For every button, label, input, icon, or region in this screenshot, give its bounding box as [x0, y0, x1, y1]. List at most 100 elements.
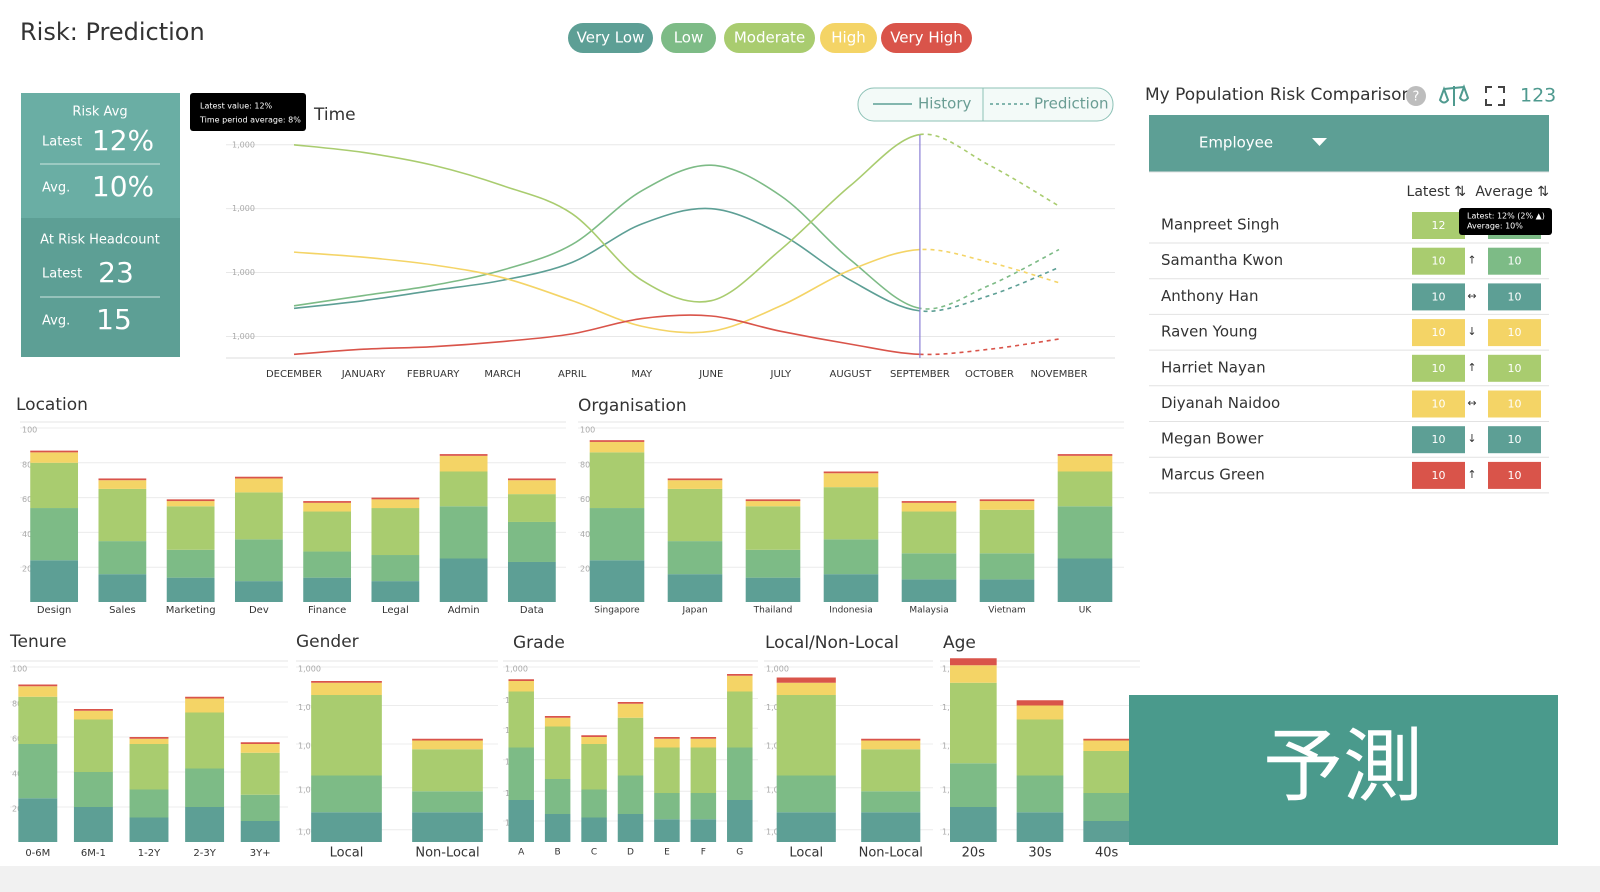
bar-segment — [73, 807, 113, 842]
risk-pill[interactable] — [724, 23, 815, 53]
bar-segment — [901, 579, 957, 602]
expand-icon[interactable] — [1485, 86, 1505, 106]
trend-arrow: ↓ — [1467, 432, 1476, 445]
bar-segment — [371, 508, 420, 556]
bar-segment — [1083, 740, 1130, 751]
x-tick-label: 40s — [1095, 846, 1119, 861]
chart-title: Age — [943, 633, 976, 653]
latest-cell[interactable] — [1412, 283, 1465, 311]
bar-segment — [654, 737, 680, 739]
bar-segment — [303, 577, 352, 602]
dropdown[interactable] — [1149, 115, 1549, 172]
kpi-label: At Risk Headcount — [40, 233, 160, 248]
bar-segment — [185, 712, 225, 769]
average-cell[interactable] — [1488, 426, 1541, 454]
chart-title: Organisation — [578, 396, 687, 416]
count-toggle[interactable]: 123 — [1520, 85, 1556, 107]
bar-segment — [507, 480, 556, 495]
risk-pill[interactable] — [881, 23, 972, 53]
bar-segment — [303, 501, 352, 503]
bar-segment — [166, 549, 215, 578]
bar-segment — [544, 716, 571, 718]
bar-segment — [30, 462, 79, 509]
bar-segment — [98, 541, 147, 575]
bar-segment — [311, 775, 382, 813]
bar-segment — [745, 506, 801, 550]
bar-segment — [861, 749, 921, 792]
x-tick-label: FEBRUARY — [407, 369, 460, 380]
bar-segment — [185, 768, 225, 807]
bar-segment — [727, 747, 753, 800]
bar-segment — [1083, 738, 1130, 741]
average-cell[interactable] — [1488, 461, 1541, 489]
x-tick-label: 6M-1 — [81, 848, 106, 859]
kpi-label: Risk Avg — [72, 105, 127, 120]
compare-icon[interactable] — [1438, 84, 1470, 106]
y-tick-label: 80 — [12, 700, 22, 709]
average-cell[interactable] — [1488, 390, 1541, 418]
bar-segment — [901, 511, 957, 554]
bar-segment — [185, 696, 225, 699]
latest-value: 10 — [1432, 255, 1446, 268]
column-header[interactable]: Latest ⇅ — [1407, 184, 1466, 200]
bar-segment — [979, 499, 1035, 502]
bar-segment — [240, 821, 280, 842]
bar-segment — [581, 817, 607, 842]
bar-segment — [617, 703, 644, 718]
kpi-value: 23 — [98, 256, 134, 289]
bar-segment — [589, 560, 645, 602]
bar-segment — [311, 681, 382, 683]
latest-cell[interactable] — [1412, 247, 1465, 275]
latest-cell[interactable] — [1412, 212, 1465, 239]
bar-segment — [1083, 793, 1130, 821]
bar-segment — [371, 555, 420, 582]
bar-segment — [690, 747, 717, 793]
history-line — [293, 248, 920, 334]
line-legend[interactable] — [857, 87, 1114, 122]
history-line — [293, 164, 920, 310]
x-tick-label: Sales — [109, 605, 136, 616]
bar-segment — [901, 502, 957, 512]
bar-segment — [690, 819, 717, 842]
risk-pill[interactable] — [568, 23, 653, 53]
y-tick-label: 1,000 — [232, 332, 255, 341]
bar-segment — [861, 738, 921, 741]
average-cell[interactable] — [1488, 283, 1541, 311]
bar-segment — [507, 494, 556, 522]
risk-pill[interactable] — [820, 23, 877, 53]
tooltip-line: Latest value: 12% — [200, 102, 273, 111]
employee-name: Samantha Kwon — [1161, 251, 1283, 269]
y-tick-label: 1,000 — [232, 204, 255, 213]
help-icon[interactable] — [1406, 86, 1426, 106]
bar-segment — [667, 480, 723, 489]
latest-cell[interactable] — [1412, 319, 1465, 347]
bar-segment — [950, 665, 997, 683]
x-tick-label: MAY — [631, 369, 653, 380]
y-tick-label: 1,000 — [232, 140, 255, 149]
bottom-strip — [0, 866, 1600, 892]
dropdown-arrow — [1312, 138, 1327, 146]
bar-segment — [1016, 775, 1064, 813]
bar-segment — [371, 581, 420, 602]
employee-name: Manpreet Singh — [1161, 216, 1279, 234]
comparison-title: My Population Risk Comparison — [1145, 85, 1412, 105]
bar-segment — [727, 674, 753, 676]
latest-cell[interactable] — [1412, 390, 1465, 418]
risk-pill[interactable] — [661, 23, 716, 53]
bar-segment — [1016, 719, 1064, 776]
average-cell[interactable] — [1488, 319, 1541, 347]
latest-cell[interactable] — [1412, 426, 1465, 454]
x-tick-label: DECEMBER — [266, 369, 322, 380]
y-tick-label: 20 — [12, 805, 22, 814]
bar-segment — [507, 478, 556, 481]
average-cell[interactable] — [1488, 247, 1541, 275]
average-cell[interactable] — [1488, 354, 1541, 382]
column-header[interactable]: Average ⇅ — [1475, 184, 1549, 200]
bar-segment — [311, 695, 382, 776]
kpi-value: 10% — [92, 170, 154, 203]
bar-segment — [823, 574, 879, 602]
bar-segment — [73, 719, 113, 772]
latest-cell[interactable] — [1412, 461, 1465, 489]
latest-cell[interactable] — [1412, 354, 1465, 382]
